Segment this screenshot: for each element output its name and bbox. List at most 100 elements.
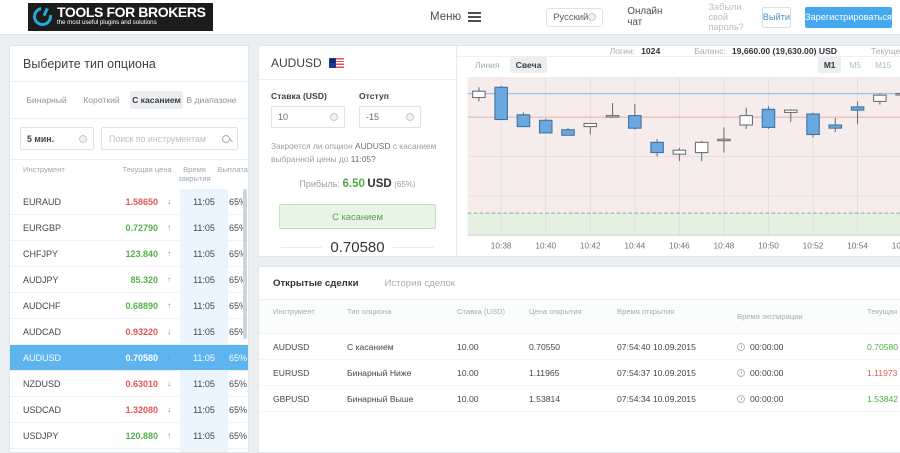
instrument-close-time: 11:05 [193, 352, 215, 363]
timeframe-M15[interactable]: M15 [875, 60, 892, 70]
register-button[interactable]: Зарегистрироваться [805, 6, 892, 28]
instrument-row[interactable]: AUDJPY 85.320 ↑ 11:05 65% [10, 267, 248, 293]
stepper-icon[interactable] [330, 113, 338, 121]
deal-stake: 10.00 [457, 367, 479, 378]
instrument-price: 0.72790 [125, 222, 158, 233]
forgot-password-link[interactable]: Забыли свой пароль? [708, 2, 744, 32]
language-label: Русский [553, 11, 589, 23]
option-type-tabs: Бинарный Короткий С касанием В диапазоне [10, 82, 248, 119]
chevron-down-icon [588, 13, 597, 21]
language-selector[interactable]: Русский [546, 7, 604, 27]
option-tab-1[interactable]: Короткий [83, 95, 120, 105]
trade-and-chart: AUDUSD Ставка (USD) 10 Отступ [258, 45, 900, 257]
deals-tab-0[interactable]: Открытые сделки [273, 278, 359, 289]
flag-icon [328, 58, 344, 68]
menu-label: Меню [430, 11, 462, 23]
instrument-payout: 65% [228, 326, 247, 337]
direction-arrow-icon: ↑ [167, 353, 171, 362]
chart-type-0[interactable]: Линия [475, 60, 500, 70]
deals-tab-1[interactable]: История сделок [384, 278, 455, 289]
instrument-payout: 65% [228, 300, 247, 311]
column-price: Текущая цена [122, 165, 172, 174]
deal-row[interactable]: EURUSD Бинарный Ниже 10.00 1.11965 07:54:37 … [259, 360, 900, 386]
instrument-row[interactable]: AUDCHF 0.68890 ↑ 11:05 65% [10, 293, 248, 319]
column-option-type: Тип опциона [347, 307, 392, 316]
instrument-row[interactable]: USDCAD 1.32080 ↓ 11:05 65% [10, 397, 248, 423]
instrument-row[interactable]: EURAUD 1.58650 ↓ 11:05 65% [10, 189, 248, 215]
candlestick-chart: 0.706000.705500.705000.704500.7040010:38… [467, 77, 900, 250]
option-tab-0[interactable]: Бинарный [26, 95, 67, 105]
login-value: 1024 [641, 46, 661, 56]
trade-fields: Ставка (USD) 10 Отступ -15 [271, 91, 444, 128]
timeframe-M5[interactable]: M5 [849, 60, 862, 70]
instrument-price: 0.70580 [125, 352, 158, 363]
deal-instrument: EURUSD [273, 367, 310, 378]
chevron-down-icon [79, 134, 87, 143]
list-scrollbar[interactable] [243, 189, 247, 339]
trade-question: Закроется ли опцион AUDUSD с касанием вы… [271, 140, 444, 166]
search-input[interactable] [109, 133, 222, 144]
menu-button[interactable]: Меню [430, 11, 482, 23]
instrument-row[interactable]: CHFJPY 123.840 ↑ 11:05 65% [10, 241, 248, 267]
trade-body: Ставка (USD) 10 Отступ -15 [259, 80, 456, 256]
instrument-payout: 65% [228, 430, 247, 441]
chart-type-1[interactable]: Свеча [509, 57, 548, 73]
instrument-row[interactable]: AUDUSD 0.70580 ↑ 11:05 65% [10, 345, 248, 371]
header-right-group: Меню Русский Онлайн чат Забыли свой паро… [430, 0, 892, 34]
app-header: TOOLS FOR BROKERS the most useful plugin… [0, 0, 900, 35]
instrument-symbol: AUDCAD [23, 326, 62, 337]
column-open-time: Время открытия [617, 307, 675, 316]
question-time: 11:05? [350, 154, 376, 164]
duration-selector[interactable]: 5 мин. [20, 127, 94, 150]
question-part1: Закроется ли опцион [271, 141, 353, 151]
duration-label: 5 мин. [27, 133, 55, 144]
instrument-row[interactable]: AUDCAD 0.93220 ↓ 11:05 65% [10, 319, 248, 345]
instrument-close-time: 11:05 [180, 215, 228, 240]
profit-percent: (65%) [394, 180, 416, 189]
instruments-list[interactable]: EURAUD 1.58650 ↓ 11:05 65% EURGBP 0.72790 ↑ 11:0… [10, 189, 248, 452]
direction-arrow-icon: ↓ [167, 197, 171, 206]
instrument-symbol: AUDUSD [23, 352, 62, 363]
instruments-panel: Выберите тип опциона Бинарный Короткий С к… [9, 45, 249, 453]
instrument-symbol: EURGBP [23, 222, 62, 233]
stepper-icon[interactable] [406, 113, 414, 121]
column-instrument: Инструмент [273, 307, 315, 316]
direction-arrow-icon: ↑ [167, 431, 171, 440]
stake-value: 10 [278, 112, 289, 122]
search-box[interactable] [101, 127, 238, 150]
clock-icon [737, 342, 745, 351]
instrument-row[interactable]: USDJPY 120.880 ↑ 11:05 65% [10, 423, 248, 449]
offset-label: Отступ [359, 91, 389, 101]
offset-input[interactable]: -15 [359, 106, 421, 128]
stake-input[interactable]: 10 [271, 106, 345, 128]
online-chat-link[interactable]: Онлайн чат [627, 6, 663, 28]
timeframe-group: M1M5M15M30H1H4 [817, 57, 900, 73]
deal-instrument: GBPUSD [273, 393, 310, 404]
instrument-price: 85.320 [130, 274, 158, 285]
instrument-payout: 65% [228, 274, 247, 285]
instrument-payout: 65% [228, 404, 247, 415]
logout-button[interactable]: Выйти [761, 6, 792, 28]
svg-text:10:40: 10:40 [535, 240, 556, 250]
direction-arrow-icon: ↑ [167, 301, 171, 310]
instrument-row[interactable]: EURGBP 0.72790 ↑ 11:05 65% [10, 215, 248, 241]
instrument-symbol: USDCAD [23, 404, 62, 415]
place-trade-button[interactable]: С касанием [279, 204, 436, 229]
brand-logo: TOOLS FOR BROKERS the most useful plugin… [28, 3, 213, 31]
option-tab-2[interactable]: С касанием [130, 91, 183, 109]
price-chart[interactable]: 0.706000.705500.705000.704500.7040010:38… [457, 73, 900, 264]
instrument-close-time: 11:05 [180, 189, 228, 214]
instrument-symbol: EURAUD [23, 196, 62, 207]
instrument-close-time: 11:05 [180, 423, 228, 448]
trade-symbol: AUDUSD [271, 56, 322, 70]
instrument-row[interactable]: NZDUSD 0.63010 ↓ 11:05 65% [10, 371, 248, 397]
deal-row[interactable]: AUDUSD С касанием 10.00 0.70550 07:54:40 10.… [259, 334, 900, 360]
deal-stake: 10.00 [457, 341, 479, 352]
instrument-payout: 65% [228, 378, 247, 389]
deal-row[interactable]: GBPUSD Бинарный Выше 10.00 1.53814 07:54:34 … [259, 386, 900, 412]
instrument-symbol: NZDUSD [23, 378, 61, 389]
option-tab-3[interactable]: В диапазоне [186, 95, 237, 105]
timeframe-M1[interactable]: M1 [817, 57, 842, 73]
deal-stake: 10.00 [457, 393, 479, 404]
